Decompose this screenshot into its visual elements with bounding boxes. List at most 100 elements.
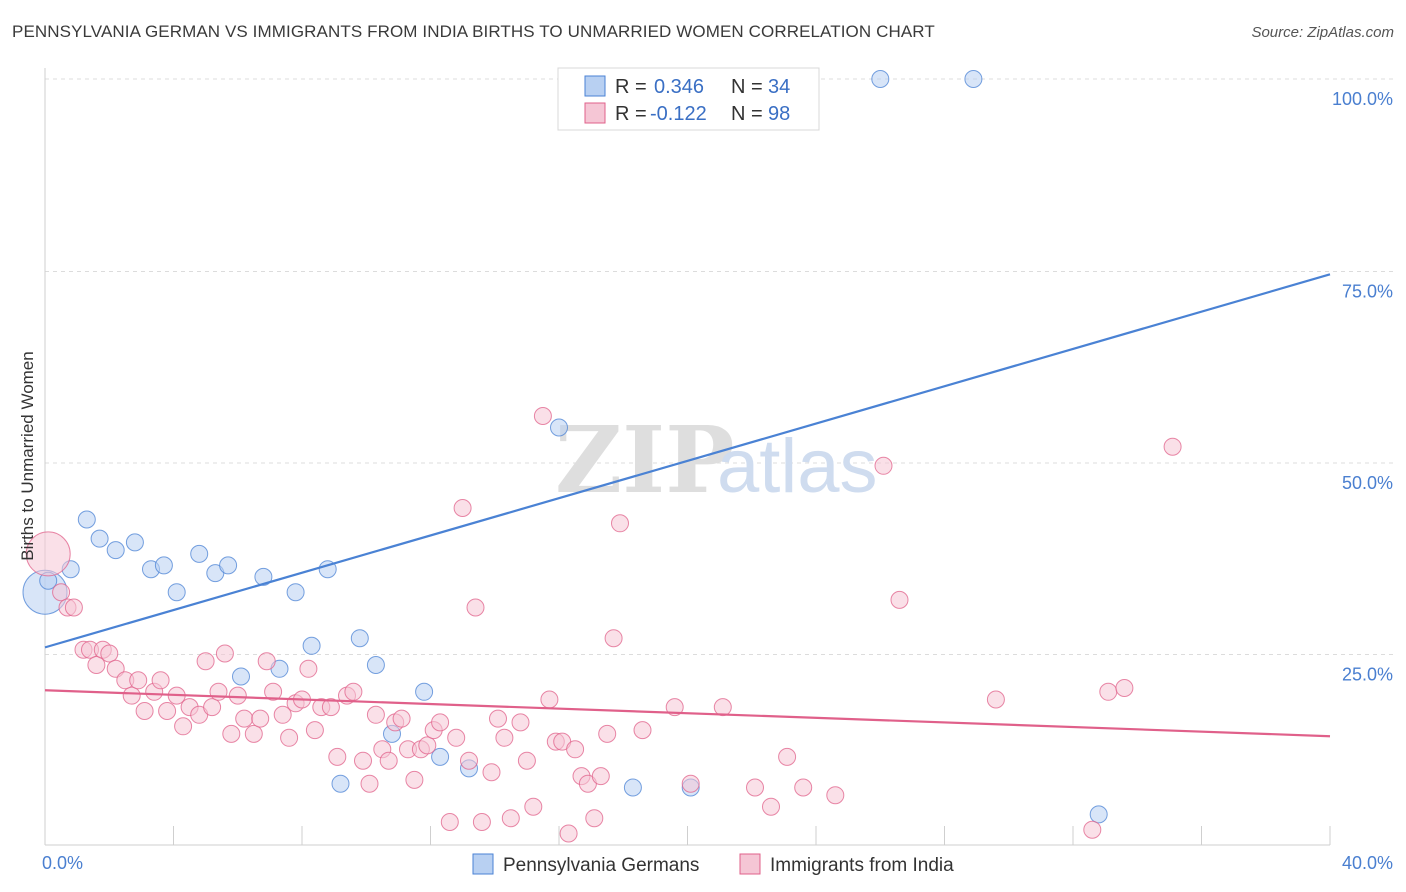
point-pennsylvania-9 <box>167 583 186 602</box>
point-india-39 <box>321 698 340 717</box>
point-india-57 <box>447 728 466 747</box>
point-india-59 <box>460 751 478 770</box>
point-pennsylvania-20 <box>350 629 369 648</box>
point-india-58 <box>453 499 472 517</box>
point-india-47 <box>379 751 398 770</box>
point-india-26 <box>228 686 247 705</box>
point-india-29 <box>251 709 270 728</box>
bottom-legend-swatch-india <box>739 853 761 875</box>
point-india-36 <box>299 659 318 678</box>
point-india-12 <box>129 671 148 690</box>
y-tick-label-75: 75.0% <box>1342 282 1393 302</box>
watermark-zip: ZIP <box>555 406 734 514</box>
point-india-37 <box>305 721 324 740</box>
trend-line-pennsylvania <box>44 273 1331 649</box>
point-pennsylvania-13 <box>232 667 250 686</box>
point-pennsylvania-27 <box>623 778 642 797</box>
gridlines <box>45 78 1395 655</box>
point-india-60 <box>466 598 485 617</box>
chart-title: PENNSYLVANIA GERMAN VS IMMIGRANTS FROM I… <box>12 22 935 41</box>
point-india-0 <box>25 531 71 577</box>
point-india-6 <box>87 656 106 674</box>
point-pennsylvania-5 <box>106 541 125 560</box>
point-pennsylvania-10 <box>190 544 209 563</box>
point-pennsylvania-19 <box>331 774 350 793</box>
watermark: ZIP atlas <box>555 406 878 514</box>
point-india-68 <box>524 797 543 816</box>
point-india-27 <box>235 709 254 728</box>
point-pennsylvania-21 <box>366 656 385 674</box>
point-india-62 <box>482 763 501 782</box>
watermark-atlas: atlas <box>717 424 878 509</box>
bottom-legend-label-india: Immigrants from India <box>770 855 954 876</box>
y-tick-label-25: 25.0% <box>1342 665 1393 685</box>
point-india-24 <box>215 644 234 663</box>
point-india-94 <box>1083 820 1102 839</box>
point-india-84 <box>681 774 700 793</box>
trend-line-india <box>44 689 1331 738</box>
point-india-3 <box>64 598 83 617</box>
point-india-16 <box>158 702 177 720</box>
bottom-legend: Pennsylvania Germans Immigrants from Ind… <box>472 853 954 876</box>
legend-r-value-1: 0.346 <box>654 76 704 98</box>
point-india-65 <box>501 809 520 828</box>
legend-r-value-2: -0.122 <box>650 103 707 125</box>
point-india-64 <box>495 728 514 747</box>
point-india-87 <box>762 797 780 816</box>
point-pennsylvania-8 <box>154 556 173 575</box>
top-legend: R = 0.346 N = 34 R = -0.122 N = 98 <box>557 67 820 131</box>
legend-swatch-pennsylvania <box>584 75 606 97</box>
legend-r-label-2: R = <box>615 103 647 125</box>
x-minor-ticks <box>44 826 1331 845</box>
point-india-21 <box>196 652 215 671</box>
point-india-73 <box>559 824 578 843</box>
point-india-28 <box>244 724 263 743</box>
point-pennsylvania-17 <box>302 636 321 655</box>
point-india-49 <box>392 709 411 728</box>
point-india-22 <box>203 698 222 717</box>
point-pennsylvania-3 <box>77 510 96 529</box>
point-india-93 <box>986 690 1005 709</box>
point-india-13 <box>135 702 154 720</box>
point-india-18 <box>174 717 193 736</box>
point-india-55 <box>431 713 450 732</box>
point-india-97 <box>1163 437 1182 456</box>
point-pennsylvania-4 <box>90 529 109 548</box>
point-india-63 <box>489 709 507 728</box>
y-tick-label-100: 100.0% <box>1332 89 1393 109</box>
y-tick-labels: 25.0% 50.0% 75.0% 100.0% <box>1332 89 1393 685</box>
y-axis-label: Births to Unmarried Women <box>18 351 37 560</box>
point-india-33 <box>280 728 299 747</box>
point-india-11 <box>122 686 141 705</box>
point-pennsylvania-14 <box>254 567 273 586</box>
point-india-80 <box>604 629 623 648</box>
point-india-53 <box>418 736 437 755</box>
point-india-88 <box>778 747 797 766</box>
point-india-32 <box>273 705 292 724</box>
point-india-95 <box>1099 682 1118 701</box>
point-india-82 <box>633 721 652 740</box>
source-label: Source: ZipAtlas.com <box>1251 24 1394 41</box>
point-india-81 <box>611 514 629 533</box>
point-india-92 <box>890 590 909 609</box>
point-pennsylvania-12 <box>219 556 238 575</box>
point-india-44 <box>360 774 379 793</box>
point-pennsylvania-32 <box>964 70 983 88</box>
scatter-points <box>22 70 1182 843</box>
point-india-67 <box>517 751 536 770</box>
legend-n-label-2: N = <box>731 103 763 125</box>
legend-r-label-1: R = <box>615 76 647 98</box>
point-pennsylvania-31 <box>871 70 890 88</box>
point-india-51 <box>405 770 424 789</box>
x-tick-label-min: 0.0% <box>42 853 83 873</box>
point-india-25 <box>222 724 241 743</box>
point-india-69 <box>533 407 552 425</box>
legend-n-value-1: 34 <box>768 76 790 98</box>
point-india-96 <box>1115 679 1134 697</box>
point-pennsylvania-24 <box>431 747 450 766</box>
point-pennsylvania-6 <box>125 533 144 552</box>
point-india-78 <box>591 767 610 786</box>
point-india-8 <box>100 644 119 663</box>
bottom-legend-swatch-pennsylvania <box>472 853 494 875</box>
